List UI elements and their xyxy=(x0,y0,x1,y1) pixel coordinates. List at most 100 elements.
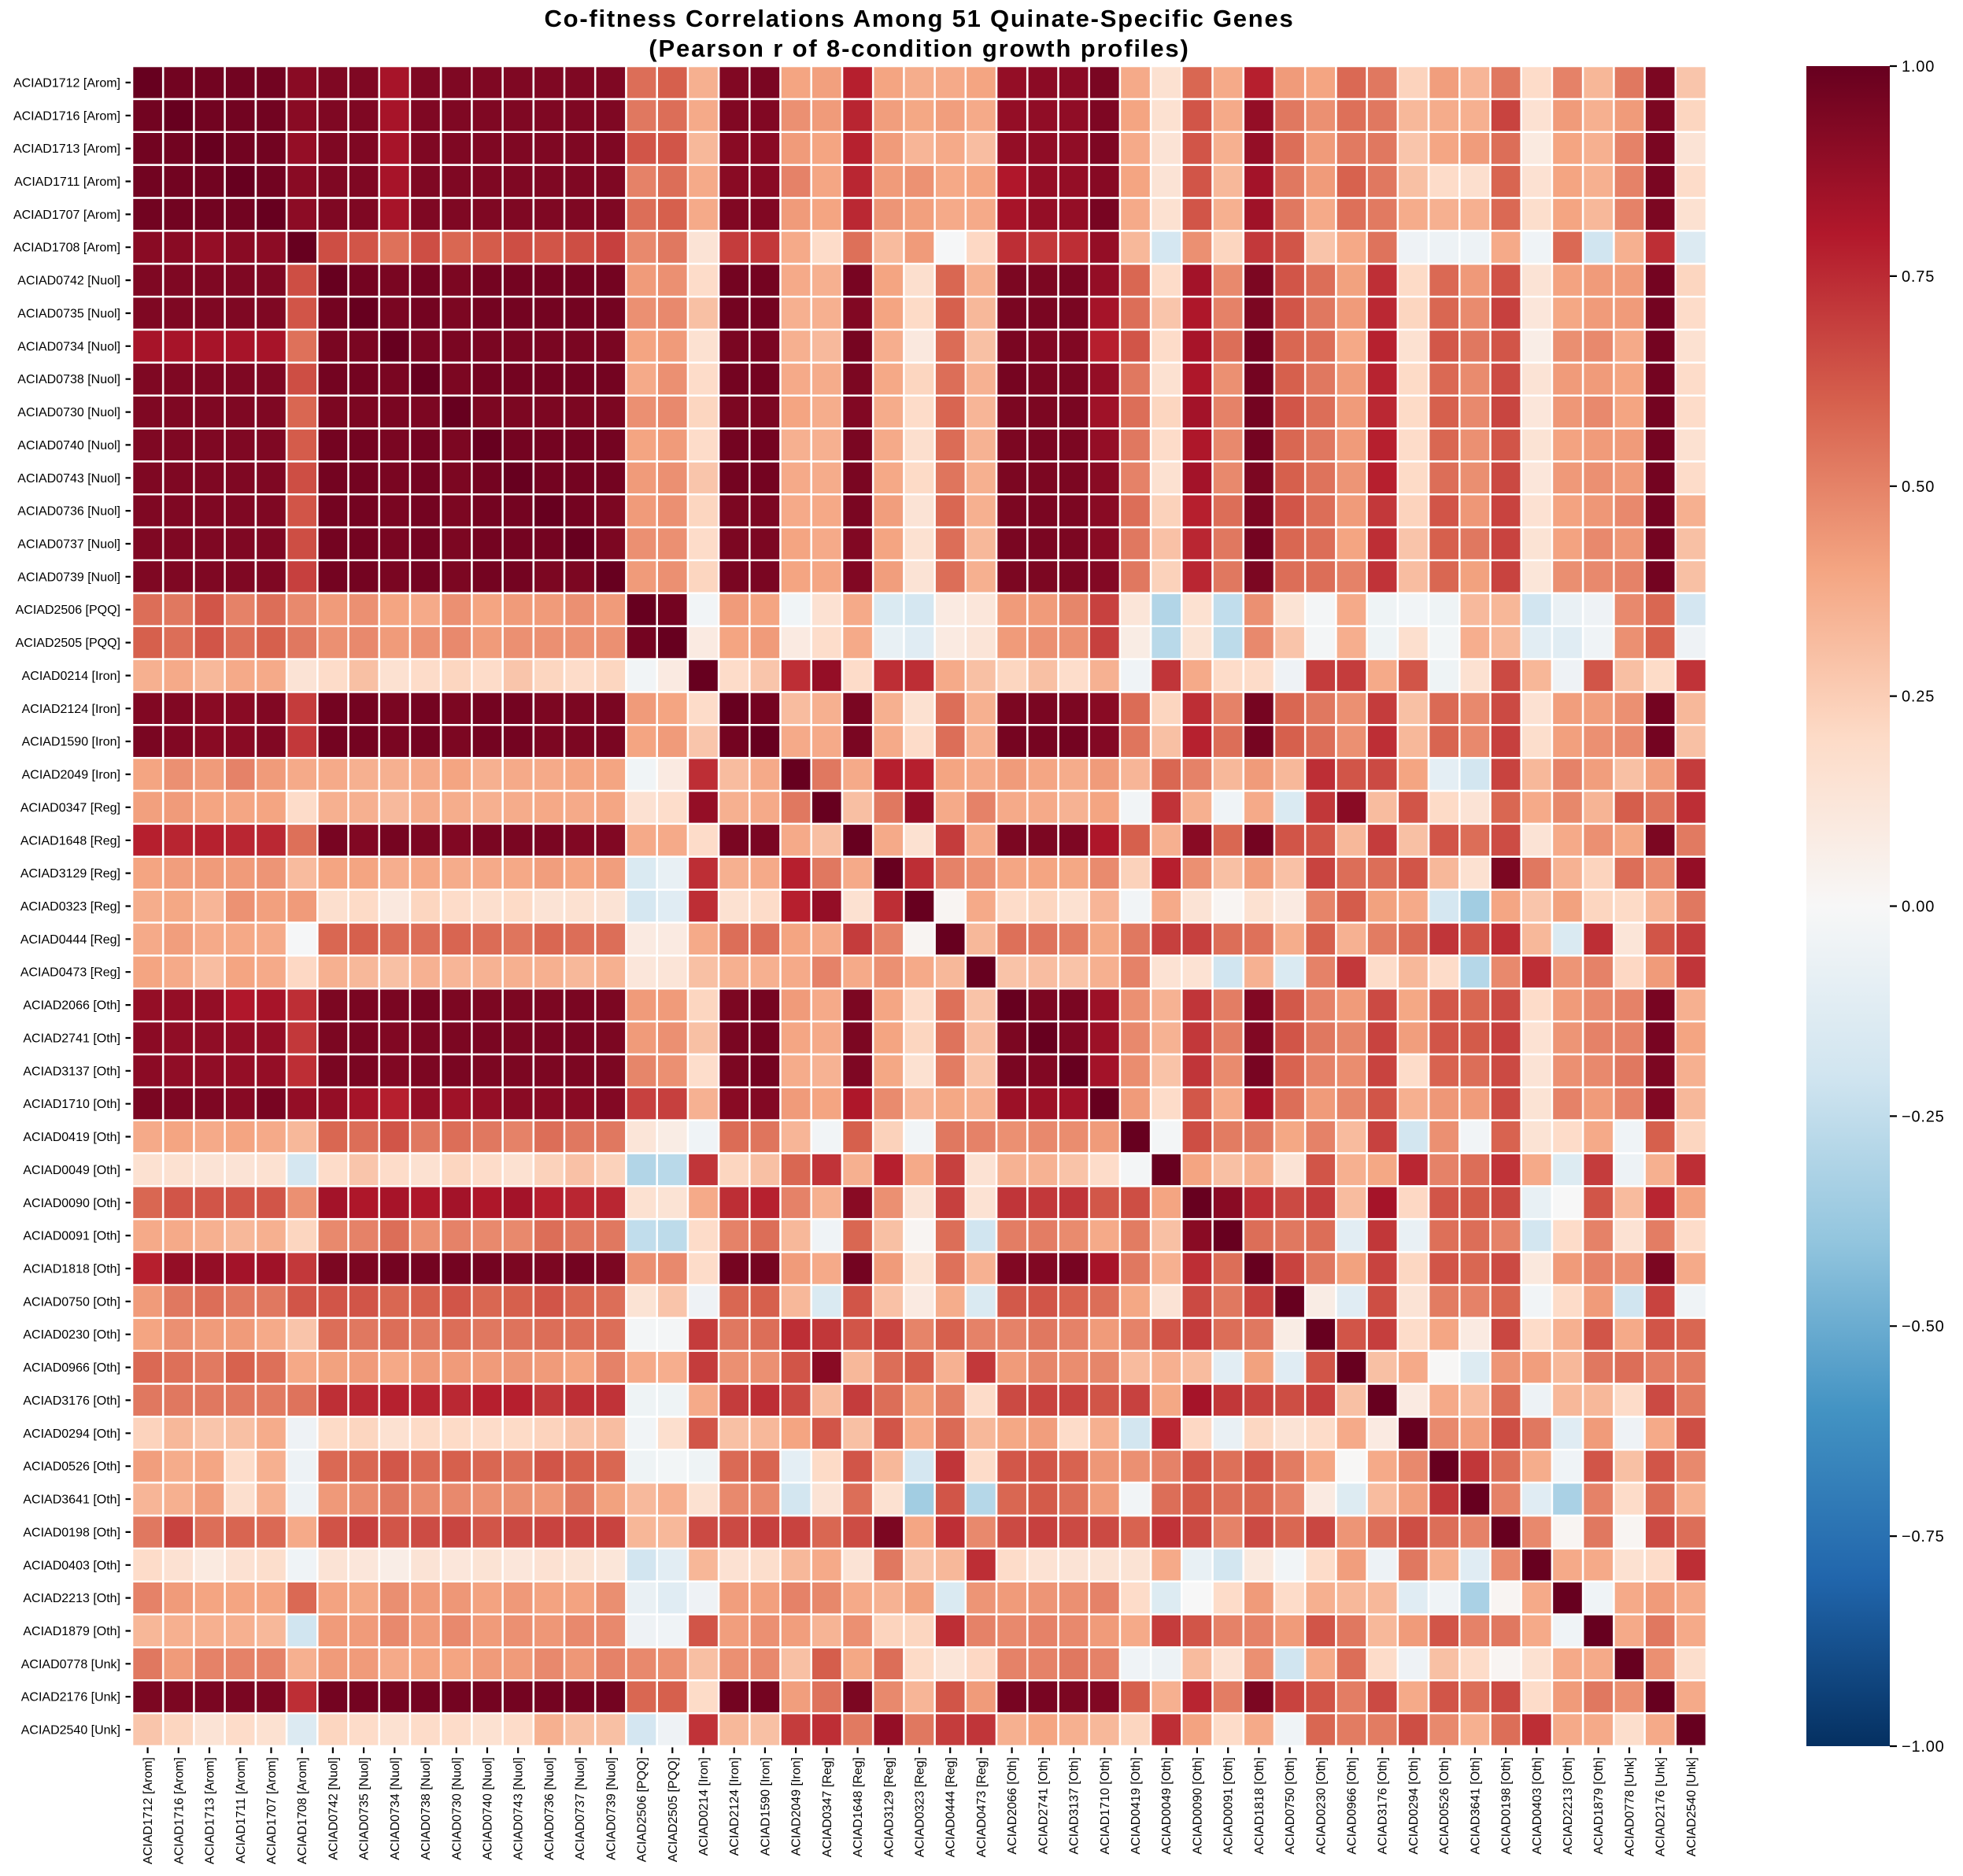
svg-text:ACIAD3641 [Oth]: ACIAD3641 [Oth] xyxy=(1469,1757,1482,1855)
svg-text:ACIAD0198 [Oth]: ACIAD0198 [Oth] xyxy=(23,1526,120,1539)
svg-text:ACIAD0347 [Reg]: ACIAD0347 [Reg] xyxy=(821,1757,834,1857)
svg-text:1.00: 1.00 xyxy=(1902,58,1935,76)
svg-text:ACIAD0403 [Oth]: ACIAD0403 [Oth] xyxy=(1531,1757,1544,1855)
svg-text:ACIAD0403 [Oth]: ACIAD0403 [Oth] xyxy=(23,1559,120,1572)
svg-text:ACIAD1711 [Arom]: ACIAD1711 [Arom] xyxy=(14,175,120,189)
svg-text:ACIAD0966 [Oth]: ACIAD0966 [Oth] xyxy=(1346,1757,1359,1855)
svg-text:ACIAD1818 [Oth]: ACIAD1818 [Oth] xyxy=(23,1263,120,1276)
svg-text:ACIAD0526 [Oth]: ACIAD0526 [Oth] xyxy=(23,1461,120,1474)
svg-text:ACIAD0743 [Nuol]: ACIAD0743 [Nuol] xyxy=(512,1757,526,1860)
svg-text:ACIAD1713 [Arom]: ACIAD1713 [Arom] xyxy=(204,1757,217,1864)
svg-text:ACIAD0090 [Oth]: ACIAD0090 [Oth] xyxy=(23,1197,120,1210)
svg-text:ACIAD2506 [PQQ]: ACIAD2506 [PQQ] xyxy=(636,1757,649,1862)
svg-text:ACIAD0091 [Oth]: ACIAD0091 [Oth] xyxy=(23,1230,120,1243)
svg-text:−0.75: −0.75 xyxy=(1902,1528,1945,1545)
svg-text:ACIAD1818 [Oth]: ACIAD1818 [Oth] xyxy=(1253,1757,1266,1855)
svg-text:ACIAD1713 [Arom]: ACIAD1713 [Arom] xyxy=(13,142,120,156)
svg-text:0.25: 0.25 xyxy=(1902,689,1935,706)
svg-text:ACIAD2124 [Iron]: ACIAD2124 [Iron] xyxy=(728,1757,741,1856)
svg-text:0.50: 0.50 xyxy=(1902,478,1935,496)
svg-text:ACIAD1710 [Oth]: ACIAD1710 [Oth] xyxy=(1099,1757,1112,1855)
svg-text:ACIAD0739 [Nuol]: ACIAD0739 [Nuol] xyxy=(604,1757,618,1860)
svg-text:ACIAD1708 [Arom]: ACIAD1708 [Arom] xyxy=(13,242,120,255)
svg-text:0.00: 0.00 xyxy=(1902,899,1935,916)
svg-text:ACIAD0419 [Oth]: ACIAD0419 [Oth] xyxy=(1129,1757,1143,1855)
svg-text:ACIAD0966 [Oth]: ACIAD0966 [Oth] xyxy=(23,1361,120,1375)
svg-text:ACIAD0214 [Iron]: ACIAD0214 [Iron] xyxy=(22,670,120,683)
svg-text:ACIAD1712 [Arom]: ACIAD1712 [Arom] xyxy=(142,1757,155,1864)
svg-text:ACIAD2506 [PQQ]: ACIAD2506 [PQQ] xyxy=(16,604,120,617)
svg-text:ACIAD2213 [Oth]: ACIAD2213 [Oth] xyxy=(23,1592,120,1605)
svg-text:ACIAD2741 [Oth]: ACIAD2741 [Oth] xyxy=(23,1032,120,1046)
svg-text:ACIAD0230 [Oth]: ACIAD0230 [Oth] xyxy=(23,1328,120,1342)
svg-text:ACIAD2505 [PQQ]: ACIAD2505 [PQQ] xyxy=(667,1757,680,1862)
svg-text:ACIAD2049 [Iron]: ACIAD2049 [Iron] xyxy=(22,769,120,782)
svg-text:ACIAD0739 [Nuol]: ACIAD0739 [Nuol] xyxy=(17,571,120,584)
svg-text:ACIAD0737 [Nuol]: ACIAD0737 [Nuol] xyxy=(17,538,120,552)
svg-text:ACIAD0740 [Nuol]: ACIAD0740 [Nuol] xyxy=(17,439,120,452)
svg-text:ACIAD3641 [Oth]: ACIAD3641 [Oth] xyxy=(23,1494,120,1507)
svg-text:ACIAD0444 [Reg]: ACIAD0444 [Reg] xyxy=(945,1757,958,1857)
svg-text:ACIAD1716 [Arom]: ACIAD1716 [Arom] xyxy=(13,109,120,123)
svg-text:ACIAD0473 [Reg]: ACIAD0473 [Reg] xyxy=(20,966,120,980)
svg-text:ACIAD0214 [Iron]: ACIAD0214 [Iron] xyxy=(697,1757,711,1856)
svg-text:ACIAD0323 [Reg]: ACIAD0323 [Reg] xyxy=(20,900,120,914)
svg-text:ACIAD1590 [Iron]: ACIAD1590 [Iron] xyxy=(759,1757,772,1856)
svg-text:(Pearson r of 8-condition grow: (Pearson r of 8-condition growth profile… xyxy=(649,35,1189,62)
svg-text:ACIAD0740 [Nuol]: ACIAD0740 [Nuol] xyxy=(482,1757,495,1860)
svg-text:ACIAD0419 [Oth]: ACIAD0419 [Oth] xyxy=(23,1131,120,1144)
svg-text:ACIAD1707 [Arom]: ACIAD1707 [Arom] xyxy=(265,1757,279,1864)
svg-text:ACIAD1879 [Oth]: ACIAD1879 [Oth] xyxy=(23,1625,120,1638)
svg-text:ACIAD3129 [Reg]: ACIAD3129 [Reg] xyxy=(882,1757,896,1857)
svg-text:ACIAD2741 [Oth]: ACIAD2741 [Oth] xyxy=(1037,1757,1050,1855)
svg-text:ACIAD0742 [Nuol]: ACIAD0742 [Nuol] xyxy=(17,275,120,288)
svg-text:ACIAD0734 [Nuol]: ACIAD0734 [Nuol] xyxy=(17,340,120,353)
svg-text:ACIAD0049 [Oth]: ACIAD0049 [Oth] xyxy=(23,1164,120,1177)
svg-text:ACIAD2124 [Iron]: ACIAD2124 [Iron] xyxy=(22,703,120,716)
svg-text:ACIAD0294 [Oth]: ACIAD0294 [Oth] xyxy=(23,1427,120,1441)
svg-text:ACIAD0736 [Nuol]: ACIAD0736 [Nuol] xyxy=(17,505,120,519)
svg-text:ACIAD1716 [Arom]: ACIAD1716 [Arom] xyxy=(172,1757,186,1864)
svg-text:ACIAD0742 [Nuol]: ACIAD0742 [Nuol] xyxy=(327,1757,340,1860)
svg-text:ACIAD0526 [Oth]: ACIAD0526 [Oth] xyxy=(1438,1757,1451,1855)
svg-text:ACIAD0737 [Nuol]: ACIAD0737 [Nuol] xyxy=(574,1757,587,1860)
svg-text:ACIAD1648 [Reg]: ACIAD1648 [Reg] xyxy=(852,1757,865,1857)
svg-text:ACIAD0294 [Oth]: ACIAD0294 [Oth] xyxy=(1407,1757,1421,1855)
svg-text:ACIAD1710 [Oth]: ACIAD1710 [Oth] xyxy=(23,1098,120,1111)
svg-text:ACIAD3137 [Oth]: ACIAD3137 [Oth] xyxy=(23,1065,120,1078)
svg-text:ACIAD0444 [Reg]: ACIAD0444 [Reg] xyxy=(20,933,120,947)
svg-text:ACIAD1711 [Arom]: ACIAD1711 [Arom] xyxy=(235,1757,248,1863)
svg-text:ACIAD0730 [Nuol]: ACIAD0730 [Nuol] xyxy=(450,1757,464,1860)
svg-text:ACIAD2176 [Unk]: ACIAD2176 [Unk] xyxy=(21,1691,120,1704)
svg-text:ACIAD0778 [Unk]: ACIAD0778 [Unk] xyxy=(1624,1757,1637,1856)
svg-text:−0.25: −0.25 xyxy=(1902,1108,1945,1125)
svg-text:ACIAD0198 [Oth]: ACIAD0198 [Oth] xyxy=(1500,1757,1514,1855)
svg-text:−0.50: −0.50 xyxy=(1902,1318,1945,1335)
svg-text:ACIAD1707 [Arom]: ACIAD1707 [Arom] xyxy=(13,209,120,222)
svg-text:Co-fitness Correlations Among: Co-fitness Correlations Among 51 Quinate… xyxy=(545,5,1295,32)
svg-text:0.75: 0.75 xyxy=(1902,268,1935,286)
svg-text:ACIAD2066 [Oth]: ACIAD2066 [Oth] xyxy=(23,999,120,1013)
svg-text:ACIAD2213 [Oth]: ACIAD2213 [Oth] xyxy=(1562,1757,1575,1855)
svg-text:ACIAD0090 [Oth]: ACIAD0090 [Oth] xyxy=(1191,1757,1204,1855)
svg-text:ACIAD1712 [Arom]: ACIAD1712 [Arom] xyxy=(13,76,120,90)
svg-text:ACIAD2505 [PQQ]: ACIAD2505 [PQQ] xyxy=(16,637,120,650)
svg-text:ACIAD0743 [Nuol]: ACIAD0743 [Nuol] xyxy=(17,472,120,486)
svg-text:ACIAD2540 [Unk]: ACIAD2540 [Unk] xyxy=(1685,1757,1699,1856)
svg-text:ACIAD1648 [Reg]: ACIAD1648 [Reg] xyxy=(20,834,120,848)
svg-text:ACIAD0091 [Oth]: ACIAD0091 [Oth] xyxy=(1222,1757,1236,1855)
svg-text:−1.00: −1.00 xyxy=(1902,1738,1945,1756)
svg-text:ACIAD1879 [Oth]: ACIAD1879 [Oth] xyxy=(1592,1757,1606,1855)
svg-text:ACIAD0347 [Reg]: ACIAD0347 [Reg] xyxy=(20,801,120,814)
svg-text:ACIAD2066 [Oth]: ACIAD2066 [Oth] xyxy=(1006,1757,1019,1855)
svg-text:ACIAD0750 [Oth]: ACIAD0750 [Oth] xyxy=(23,1295,120,1309)
svg-text:ACIAD3176 [Oth]: ACIAD3176 [Oth] xyxy=(23,1394,120,1408)
svg-text:ACIAD0230 [Oth]: ACIAD0230 [Oth] xyxy=(1314,1757,1328,1855)
svg-text:ACIAD0738 [Nuol]: ACIAD0738 [Nuol] xyxy=(420,1757,433,1860)
svg-text:ACIAD0049 [Oth]: ACIAD0049 [Oth] xyxy=(1160,1757,1174,1855)
svg-text:ACIAD3129 [Reg]: ACIAD3129 [Reg] xyxy=(20,867,120,881)
svg-text:ACIAD2049 [Iron]: ACIAD2049 [Iron] xyxy=(790,1757,804,1856)
svg-text:ACIAD0473 [Reg]: ACIAD0473 [Reg] xyxy=(975,1757,989,1857)
svg-text:ACIAD0735 [Nuol]: ACIAD0735 [Nuol] xyxy=(358,1757,372,1860)
svg-text:ACIAD0778 [Unk]: ACIAD0778 [Unk] xyxy=(21,1658,120,1671)
